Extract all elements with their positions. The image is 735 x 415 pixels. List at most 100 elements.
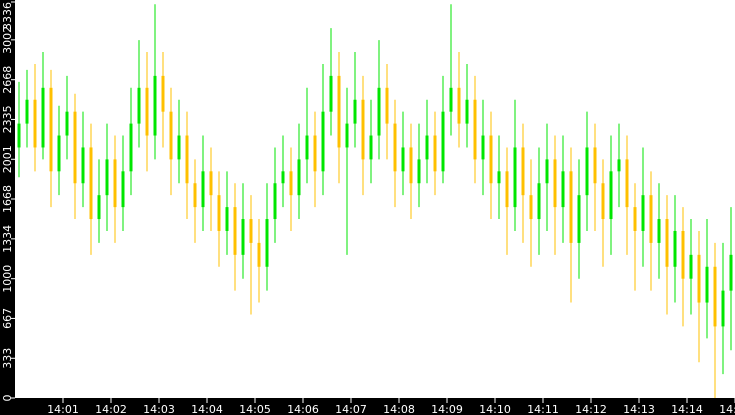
candle-body: [505, 171, 509, 208]
candle-body: [281, 171, 285, 184]
candle: [225, 171, 229, 255]
candle: [721, 242, 725, 375]
candle: [129, 87, 133, 196]
candle: [153, 4, 157, 160]
y-tick-label: 0: [1, 395, 14, 402]
candle-body: [521, 147, 525, 196]
candle: [289, 147, 293, 231]
candle: [241, 183, 245, 279]
candle: [41, 52, 45, 160]
candle-body: [33, 99, 37, 148]
candle-body: [353, 99, 357, 124]
candle-body: [385, 87, 389, 124]
candle: [641, 147, 645, 267]
candle: [417, 123, 421, 208]
x-tick-label: 14:06: [287, 403, 319, 415]
candle-body: [497, 171, 501, 184]
candle: [569, 147, 573, 303]
candle-body: [681, 230, 685, 279]
candle: [89, 123, 93, 255]
y-tick-label: 1668: [1, 185, 14, 213]
candle-body: [617, 159, 621, 172]
candle: [33, 63, 37, 172]
candle: [257, 219, 261, 303]
candle: [345, 87, 349, 255]
candle: [337, 52, 341, 184]
candle-body: [313, 135, 317, 172]
candle-body: [233, 207, 237, 255]
candle: [401, 111, 405, 196]
candle: [369, 99, 373, 184]
candle-body: [161, 75, 165, 112]
candle: [49, 69, 53, 208]
candle-body: [73, 111, 77, 184]
candle: [633, 183, 637, 291]
candle-body: [417, 159, 421, 184]
x-tick-label: 14:13: [623, 403, 655, 415]
candle-body: [481, 135, 485, 160]
candle: [553, 135, 557, 255]
candle: [361, 75, 365, 196]
y-tick-label: 3336: [1, 2, 14, 30]
candle: [545, 123, 549, 231]
x-tick-label: 14:04: [191, 403, 223, 415]
candle: [577, 159, 581, 279]
candle-body: [705, 266, 709, 303]
x-tick-label: 14:08: [383, 403, 415, 415]
candle-body: [449, 87, 453, 112]
candle-body: [409, 147, 413, 184]
x-tick-label: 14:11: [527, 403, 559, 415]
candle: [697, 230, 701, 363]
candle: [393, 99, 397, 208]
candle-body: [625, 159, 629, 208]
candle: [65, 75, 69, 160]
candle-body: [377, 87, 381, 136]
x-tick-label: 14:10: [479, 403, 511, 415]
candle-body: [633, 207, 637, 231]
candle: [217, 171, 221, 267]
candle: [273, 147, 277, 243]
candle-body: [361, 99, 365, 160]
candle-body: [177, 135, 181, 160]
candle-body: [489, 135, 493, 184]
candle: [161, 52, 165, 148]
candle: [81, 111, 85, 208]
candle-body: [345, 123, 349, 148]
candle-body: [249, 219, 253, 243]
candle: [297, 123, 301, 220]
candle-body: [425, 135, 429, 160]
candle-body: [609, 171, 613, 220]
candle: [529, 159, 533, 267]
candle: [689, 219, 693, 315]
candle: [497, 135, 501, 220]
candle-body: [129, 123, 133, 172]
candle-body: [697, 254, 701, 303]
candle: [385, 63, 389, 160]
candle-body: [185, 135, 189, 184]
candle-body: [657, 219, 661, 243]
candle: [17, 81, 21, 178]
candle-body: [81, 147, 85, 184]
candle: [441, 75, 445, 184]
y-tick-label: 2668: [1, 66, 14, 94]
candle-body: [297, 159, 301, 196]
candle-body: [561, 171, 565, 208]
candle: [657, 183, 661, 279]
candle: [113, 135, 117, 243]
candle-body: [217, 195, 221, 231]
candle-body: [57, 135, 61, 172]
candle: [353, 52, 357, 148]
candle-body: [649, 195, 653, 243]
candle: [265, 183, 269, 291]
y-tick-label: 333: [1, 348, 14, 369]
candle: [329, 28, 333, 136]
candle: [305, 87, 309, 184]
candle: [705, 219, 709, 339]
candle: [193, 159, 197, 243]
candle-body: [289, 171, 293, 196]
y-tick-label: 2335: [1, 105, 14, 133]
candle-body: [193, 183, 197, 208]
candle-body: [441, 111, 445, 172]
candle-body: [113, 159, 117, 208]
candle-body: [145, 87, 149, 136]
